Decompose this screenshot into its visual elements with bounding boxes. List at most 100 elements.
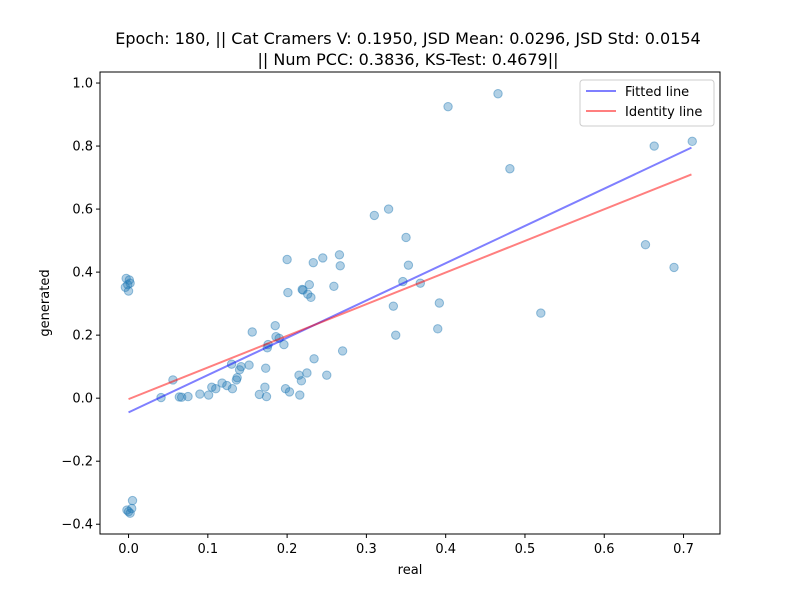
scatter-point <box>261 391 272 402</box>
plot-area <box>120 89 697 518</box>
scatter-point <box>127 503 137 514</box>
scatter-point <box>282 254 292 265</box>
scatter-point <box>295 390 305 400</box>
scatter-point <box>649 141 659 151</box>
scatter-point <box>388 301 399 311</box>
scatter-point <box>280 384 291 394</box>
scatter-point <box>125 508 135 518</box>
y-tick-label: 0.0 <box>72 392 93 407</box>
scatter-point <box>369 210 380 221</box>
x-axis-label: real <box>398 563 423 578</box>
scatter-point <box>227 384 238 394</box>
x-tick-label: 0.3 <box>356 542 377 557</box>
scatter-point <box>176 392 187 402</box>
scatter-point <box>334 250 345 260</box>
scatter-point <box>254 389 265 400</box>
scatter-point <box>493 89 503 99</box>
x-tick-label: 0.6 <box>594 542 615 557</box>
scatter-point <box>434 298 445 308</box>
scatter-point <box>234 365 245 375</box>
scatter-point <box>296 376 307 386</box>
scatter-point <box>222 380 232 391</box>
scatter-point <box>231 375 242 385</box>
scatter-point <box>195 389 205 399</box>
scatter-point <box>207 382 217 392</box>
scatter-point <box>124 275 135 285</box>
scatter-point <box>318 253 328 263</box>
scatter-point <box>174 392 184 402</box>
scatter-point <box>244 360 254 370</box>
scatter-point <box>123 506 134 517</box>
scatter-point <box>122 505 132 515</box>
x-tick-label: 0.5 <box>515 542 536 557</box>
legend-label-identity-line: Identity line <box>625 105 702 120</box>
scatter-point <box>505 164 515 174</box>
scatter-point <box>123 286 134 296</box>
scatter-point <box>298 285 308 295</box>
scatter-point <box>403 260 414 270</box>
scatter-point <box>640 239 651 250</box>
scatter-point <box>335 261 345 271</box>
legend-label-fitted-line: Fitted line <box>625 85 689 100</box>
scatter-point <box>687 136 697 147</box>
x-tick-label: 0.7 <box>673 542 694 557</box>
scatter-point <box>297 284 307 295</box>
scatter-point <box>121 273 131 284</box>
scatter-point <box>329 281 339 291</box>
legend: Fitted line Identity line <box>579 79 715 127</box>
scatter-point <box>232 372 242 383</box>
scatter-point <box>247 327 257 337</box>
scatter-point <box>536 308 546 318</box>
scatter-point <box>303 289 313 299</box>
scatter-point <box>304 280 315 290</box>
scatter-point <box>669 262 679 273</box>
scatter-point <box>322 370 332 380</box>
plot-frame <box>99 71 721 535</box>
scatter-point <box>125 278 135 288</box>
scatter-point <box>123 280 133 290</box>
scatter-point <box>284 387 295 397</box>
y-axis-ticks: −0.4 −0.2 0.0 0.2 0.4 0.6 0.8 1.0 <box>61 77 100 533</box>
x-axis-ticks: 0.0 0.1 0.2 0.3 0.4 0.5 0.6 0.7 <box>118 534 694 557</box>
chart-title-line-2: || Num PCC: 0.3836, KS-Test: 0.4679|| <box>258 50 559 69</box>
scatter-point <box>383 204 394 214</box>
scatter-point <box>443 101 453 112</box>
scatter-point <box>260 382 270 392</box>
x-tick-label: 0.4 <box>435 542 456 557</box>
y-tick-label: −0.4 <box>61 518 93 533</box>
scatter-point <box>270 320 280 331</box>
y-tick-label: 0.2 <box>72 329 93 344</box>
scatter-point <box>217 378 227 388</box>
x-tick-label: 0.1 <box>197 542 218 557</box>
scatter-point <box>302 368 312 378</box>
scatter-point <box>308 257 318 268</box>
scatter-point <box>294 370 304 380</box>
scatter-point <box>236 361 246 372</box>
scatter-point <box>183 391 193 402</box>
scatter-point <box>309 354 319 364</box>
scatter-point <box>127 495 138 506</box>
scatter-point <box>433 324 443 334</box>
scatter-point <box>120 282 131 292</box>
y-tick-label: −0.2 <box>61 455 93 470</box>
scatter-point <box>203 390 214 400</box>
y-tick-label: 0.6 <box>72 203 93 218</box>
scatter-point <box>391 330 401 340</box>
y-tick-label: 0.4 <box>72 266 93 281</box>
y-tick-label: 0.8 <box>72 140 93 155</box>
y-axis-label: generated <box>38 269 53 336</box>
chart-title-line-1: Epoch: 180, || Cat Cramers V: 0.1950, JS… <box>115 29 700 48</box>
identity-line <box>128 173 692 401</box>
y-tick-label: 1.0 <box>72 77 93 92</box>
scatter-point <box>279 339 289 350</box>
scatter-point <box>337 346 348 356</box>
scatter-point <box>211 384 221 394</box>
scatter-point <box>401 232 411 243</box>
scatter-point <box>261 363 271 373</box>
scatter-point <box>306 292 316 303</box>
x-tick-label: 0.2 <box>277 542 298 557</box>
fitted-line <box>128 146 692 414</box>
scatter-point <box>283 287 293 298</box>
